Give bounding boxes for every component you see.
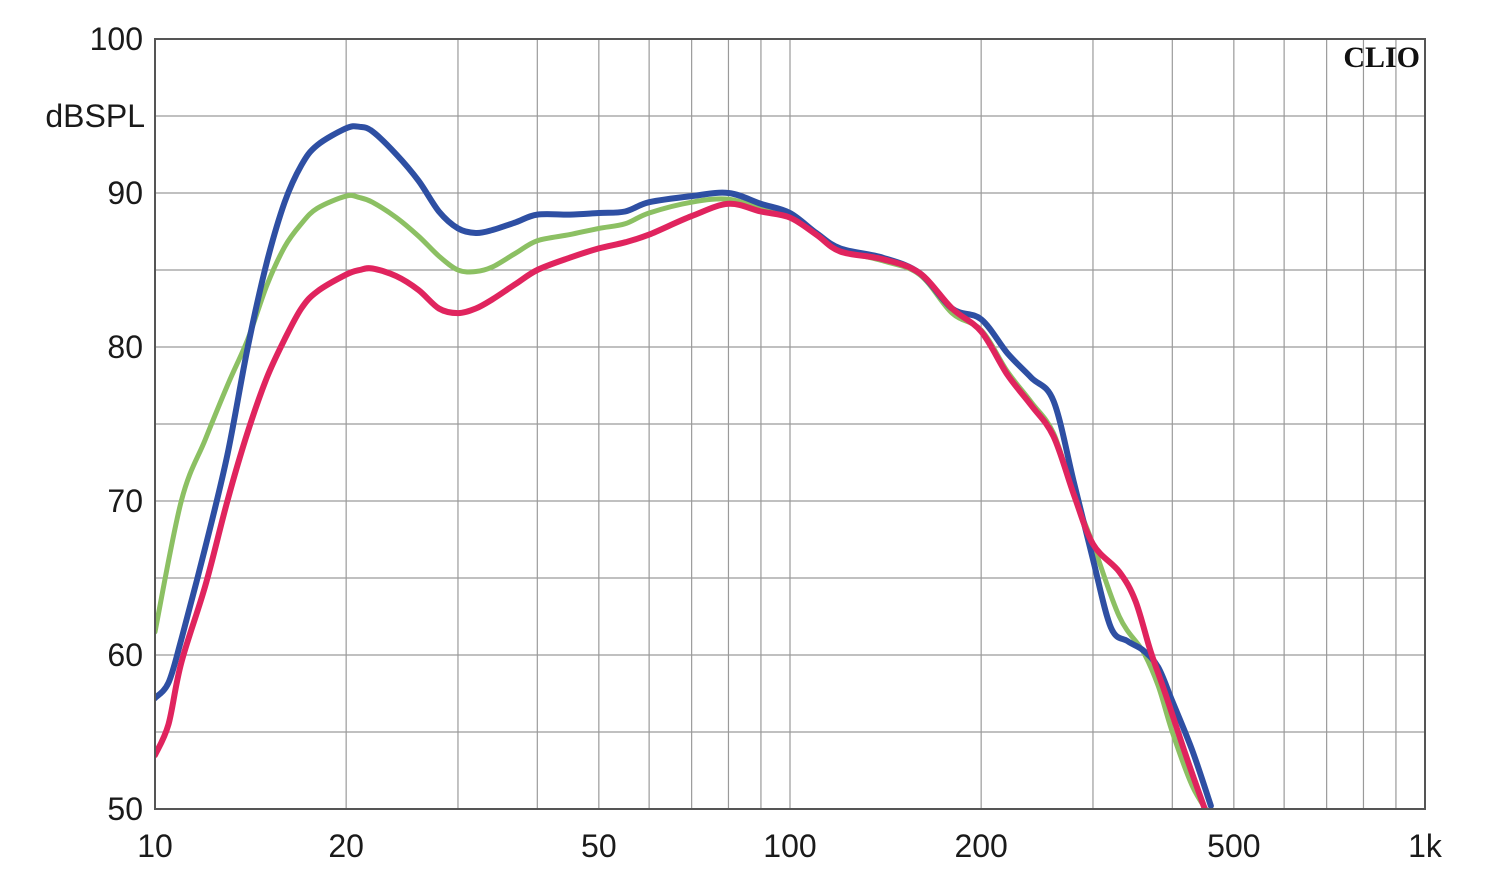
y-tick-label: 50 (107, 791, 143, 827)
y-tick-label: 70 (107, 483, 143, 519)
y-tick-label: 60 (107, 637, 143, 673)
x-tick-label: 1k (1408, 828, 1443, 864)
y-tick-label: 80 (107, 329, 143, 365)
x-tick-label: 500 (1207, 828, 1260, 864)
x-tick-label: 10 (137, 828, 173, 864)
grid (155, 39, 1425, 809)
x-tick-label: 200 (954, 828, 1007, 864)
series-lines (155, 123, 1214, 809)
clio-logo: CLIO (1343, 41, 1420, 74)
x-tick-label: 20 (328, 828, 364, 864)
y-tick-labels: 50 60 70 80 90 100 (90, 21, 143, 827)
x-tick-label: 100 (763, 828, 816, 864)
y-tick-label: 100 (90, 21, 143, 57)
plot-frame (154, 38, 1426, 810)
series-line-3 (155, 200, 1208, 809)
y-axis-label: dBSPL (45, 98, 145, 134)
x-tick-label: 50 (581, 828, 617, 864)
y-tick-label: 90 (107, 175, 143, 211)
x-tick-labels: 10 20 50 100 200 500 1k (137, 828, 1443, 864)
